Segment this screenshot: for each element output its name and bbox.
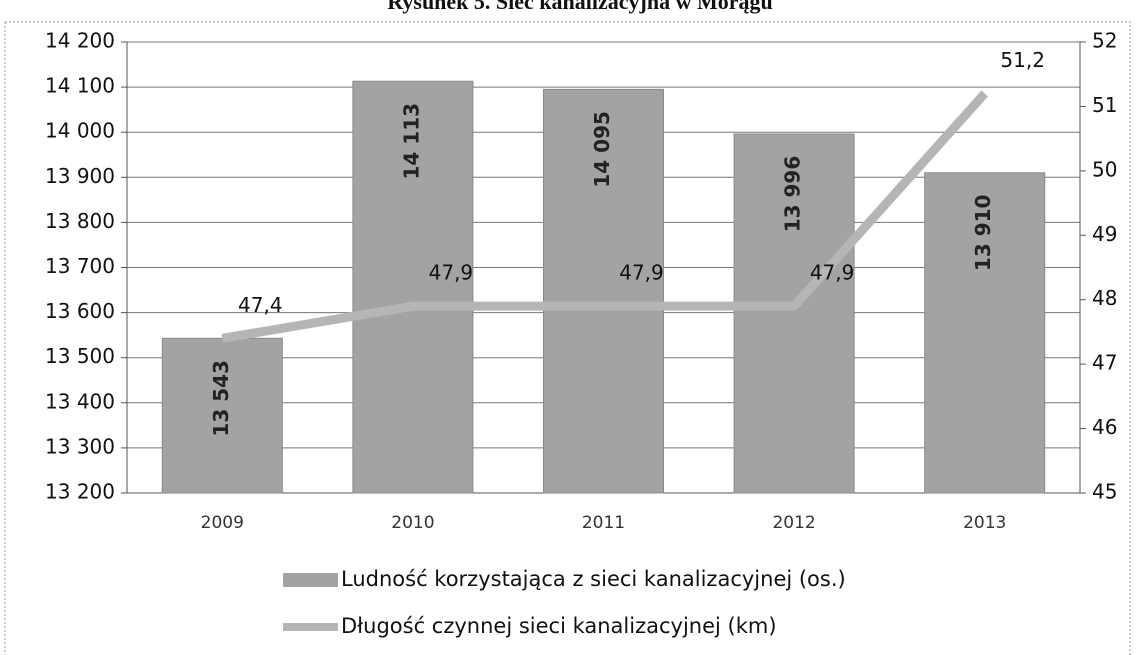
chart-title: Rysunek 5. Sieć kanalizacyjna w Morągu xyxy=(387,0,772,14)
legend-label: Długość czynnej sieci kanalizacyjnej (km… xyxy=(341,614,777,638)
line-value-label: 51,2 xyxy=(1000,48,1045,72)
y2-tick-label: 51 xyxy=(1092,93,1117,117)
legend-label: Ludność korzystająca z sieci kanalizacyj… xyxy=(341,567,846,591)
y-tick-label: 13 600 xyxy=(45,299,115,323)
x-tick-label: 2011 xyxy=(582,513,625,533)
bar-value-label: 14 095 xyxy=(590,111,614,188)
y-tick-label: 13 800 xyxy=(45,209,115,233)
y-tick-label: 13 900 xyxy=(45,164,115,188)
y-tick-label: 13 400 xyxy=(45,389,115,413)
bar xyxy=(352,80,474,494)
bar-value-label: 14 113 xyxy=(399,103,423,180)
y2-tick-label: 52 xyxy=(1092,29,1117,53)
y-tick-label: 14 200 xyxy=(45,29,115,53)
bar-value-label: 13 543 xyxy=(209,360,233,437)
y-tick-label: 13 300 xyxy=(45,434,115,458)
line-value-label: 47,4 xyxy=(238,293,283,317)
bar xyxy=(733,133,855,494)
y-tick-label: 14 100 xyxy=(45,74,115,98)
line-value-label: 47,9 xyxy=(429,261,474,285)
bar xyxy=(924,172,1046,494)
legend-swatch xyxy=(283,573,338,587)
bar xyxy=(543,88,664,494)
y-tick-label: 13 700 xyxy=(45,254,115,278)
bar-value-label: 13 910 xyxy=(971,195,995,272)
y-tick-label: 13 500 xyxy=(45,344,115,368)
y-tick-label: 13 200 xyxy=(45,480,115,504)
line xyxy=(221,90,989,343)
bar xyxy=(161,337,283,494)
x-tick-label: 2013 xyxy=(963,513,1006,533)
x-tick-label: 2009 xyxy=(201,513,244,533)
line-value-label: 47,9 xyxy=(810,261,855,285)
x-tick-label: 2010 xyxy=(391,513,434,533)
y2-tick-label: 49 xyxy=(1092,222,1117,246)
y2-tick-label: 48 xyxy=(1092,286,1117,310)
y2-tick-label: 46 xyxy=(1092,415,1117,439)
line-value-label: 47,9 xyxy=(619,261,664,285)
bar-value-label: 13 996 xyxy=(781,156,805,233)
y2-tick-label: 47 xyxy=(1092,351,1117,375)
x-tick-label: 2012 xyxy=(772,513,815,533)
y2-tick-label: 45 xyxy=(1092,480,1117,504)
chart-frame xyxy=(4,21,1131,655)
y2-tick-label: 50 xyxy=(1092,157,1117,181)
y-tick-label: 14 000 xyxy=(45,119,115,143)
